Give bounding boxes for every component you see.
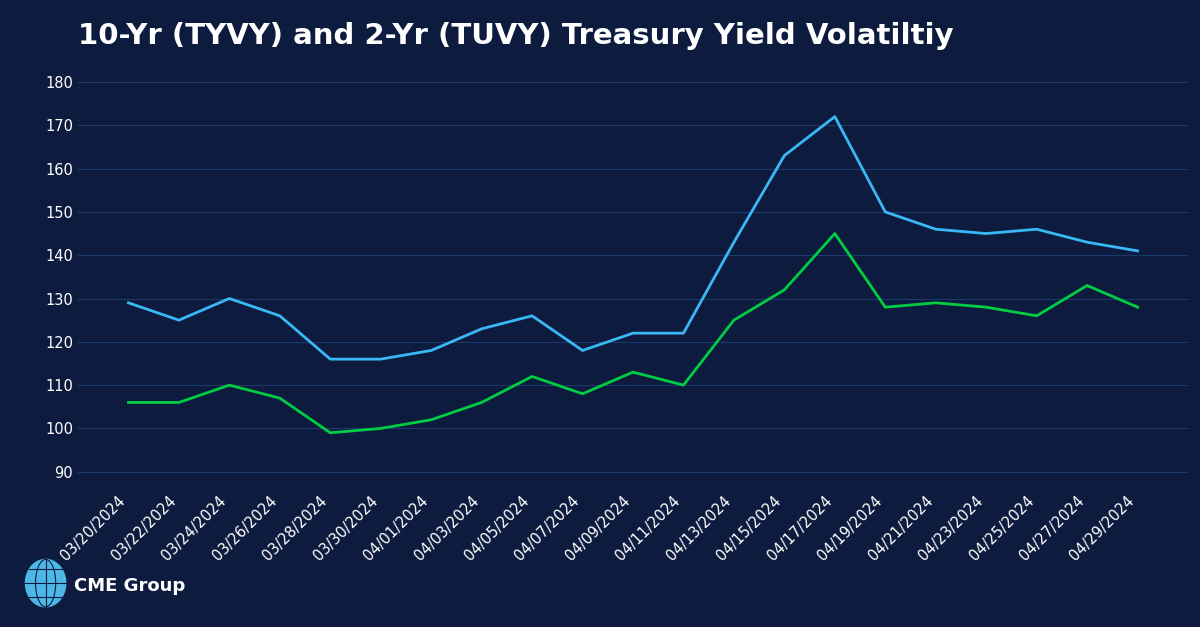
TYVY — [979, 303, 994, 311]
TUVY — [424, 347, 438, 354]
TYVY — [1130, 303, 1145, 311]
TUVY — [323, 356, 337, 363]
TUVY — [172, 317, 186, 324]
TYVY — [677, 381, 691, 389]
TUVY — [929, 226, 943, 233]
TUVY — [677, 329, 691, 337]
TUVY — [778, 152, 792, 159]
TYVY — [121, 399, 136, 406]
TUVY — [626, 329, 641, 337]
TUVY — [878, 208, 893, 216]
Text: CME Group: CME Group — [74, 577, 186, 595]
TYVY — [373, 424, 388, 432]
TUVY — [272, 312, 287, 320]
TYVY — [626, 369, 641, 376]
TUVY — [828, 113, 842, 120]
TUVY — [727, 238, 742, 246]
TYVY — [222, 381, 236, 389]
TUVY — [474, 325, 488, 332]
Circle shape — [25, 559, 66, 607]
TYVY — [524, 372, 539, 380]
TUVY — [121, 299, 136, 307]
TUVY — [1080, 238, 1094, 246]
TUVY — [373, 356, 388, 363]
TYVY — [778, 286, 792, 293]
TUVY — [524, 312, 539, 320]
TUVY — [575, 347, 589, 354]
TUVY — [1030, 226, 1044, 233]
TYVY — [727, 317, 742, 324]
TUVY — [222, 295, 236, 302]
TYVY — [1030, 312, 1044, 320]
TYVY — [1080, 282, 1094, 289]
TUVY — [1130, 247, 1145, 255]
TYVY — [828, 229, 842, 237]
Line: TUVY: TUVY — [128, 117, 1138, 359]
TYVY — [323, 429, 337, 436]
Line: TYVY: TYVY — [128, 233, 1138, 433]
TYVY — [878, 303, 893, 311]
TYVY — [575, 390, 589, 398]
TYVY — [474, 399, 488, 406]
TYVY — [929, 299, 943, 307]
TYVY — [172, 399, 186, 406]
Text: 10-Yr (TYVY) and 2-Yr (TUVY) Treasury Yield Volatiltiy: 10-Yr (TYVY) and 2-Yr (TUVY) Treasury Yi… — [78, 22, 954, 50]
TYVY — [424, 416, 438, 423]
TYVY — [272, 394, 287, 402]
TUVY — [979, 229, 994, 237]
